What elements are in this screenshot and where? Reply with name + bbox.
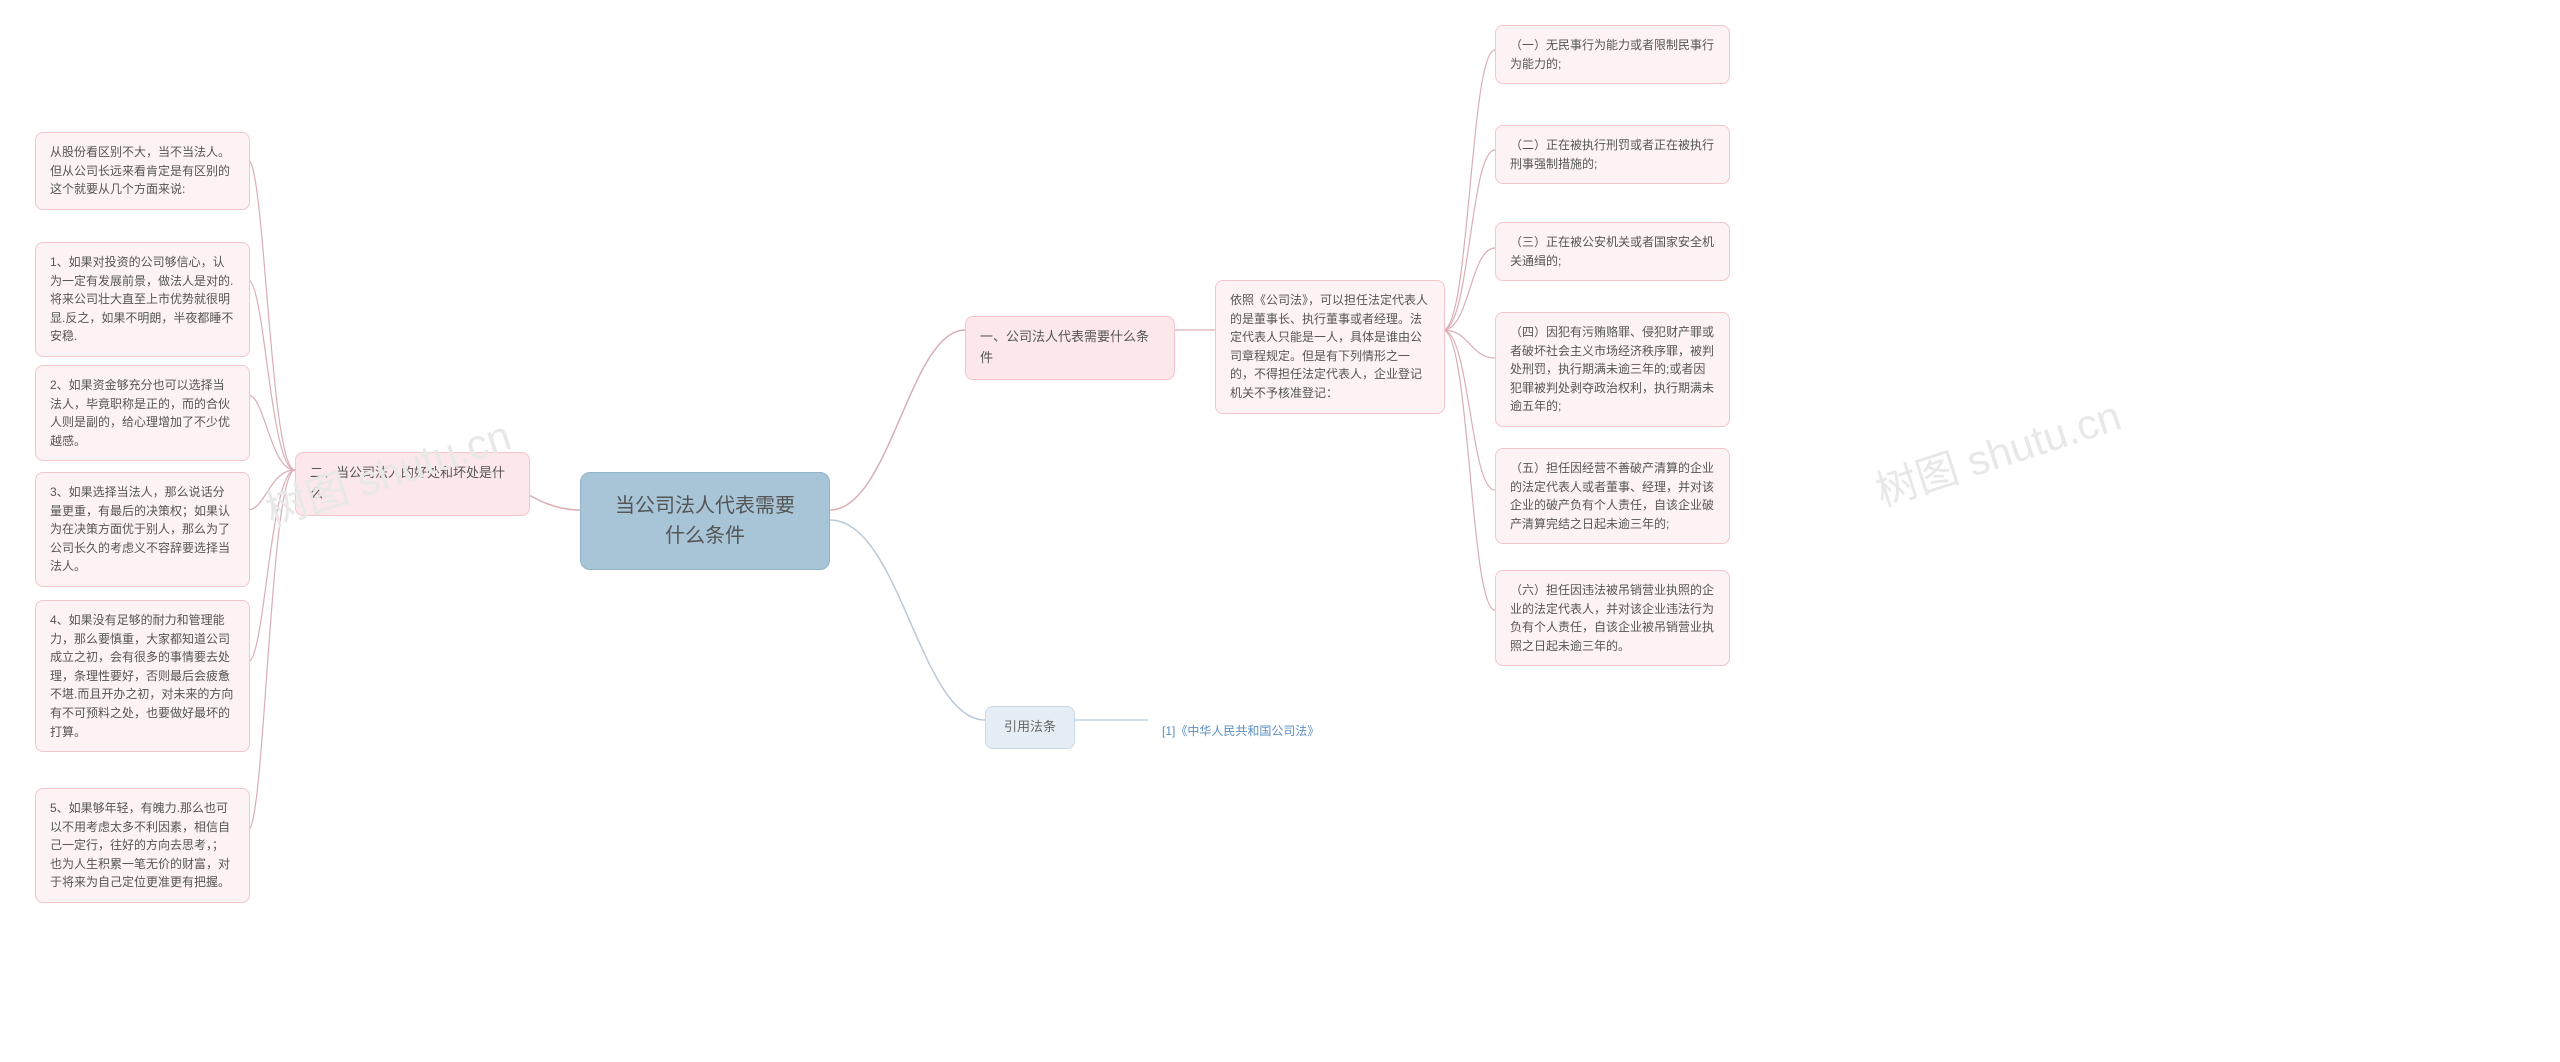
left-leaf-3: 3、如果选择当法人，那么说话分量更重，有最后的决策权；如果认为在决策方面优于别人…: [35, 472, 250, 587]
right-leaf-3: （四）因犯有污贿赂罪、侵犯财产罪或者破坏社会主义市场经济秩序罪，被判处刑罚，执行…: [1495, 312, 1730, 427]
branch-right-citation: 引用法条: [985, 706, 1075, 749]
mindmap-connectors: [0, 0, 2560, 1062]
left-leaf-2: 2、如果资金够充分也可以选择当法人，毕竟职称是正的，而的合伙人则是副的，给心理增…: [35, 365, 250, 461]
watermark-right: 树图 shutu.cn: [1867, 382, 2128, 519]
right-leaf-5: （六）担任因违法被吊销营业执照的企业的法定代表人，并对该企业违法行为负有个人责任…: [1495, 570, 1730, 666]
center-topic: 当公司法人代表需要什么条件: [580, 472, 830, 570]
branch-left: 二、当公司法人的好处和坏处是什么: [295, 452, 530, 516]
right-leaf-1: （二）正在被执行刑罚或者正在被执行刑事强制措施的;: [1495, 125, 1730, 184]
citation-link[interactable]: [1]《中华人民共和国公司法》: [1148, 712, 1333, 751]
right-leaf-0: （一）无民事行为能力或者限制民事行为能力的;: [1495, 25, 1730, 84]
right-leaf-2: （三）正在被公安机关或者国家安全机关通缉的;: [1495, 222, 1730, 281]
left-leaf-0: 从股份看区别不大，当不当法人。但从公司长远来看肯定是有区别的这个就要从几个方面来…: [35, 132, 250, 210]
left-leaf-4: 4、如果没有足够的耐力和管理能力，那么要慎重，大家都知道公司成立之初，会有很多的…: [35, 600, 250, 752]
left-leaf-5: 5、如果够年轻，有魄力.那么也可以不用考虑太多不利因素，相信自己一定行，往好的方…: [35, 788, 250, 903]
right-leaf-4: （五）担任因经营不善破产清算的企业的法定代表人或者董事、经理，并对该企业的破产负…: [1495, 448, 1730, 544]
branch-right-conditions: 一、公司法人代表需要什么条件: [965, 316, 1175, 380]
right-intro: 依照《公司法》，可以担任法定代表人的是董事长、执行董事或者经理。法定代表人只能是…: [1215, 280, 1445, 414]
left-leaf-1: 1、如果对投资的公司够信心，认为一定有发展前景，做法人是对的.将来公司壮大直至上…: [35, 242, 250, 357]
